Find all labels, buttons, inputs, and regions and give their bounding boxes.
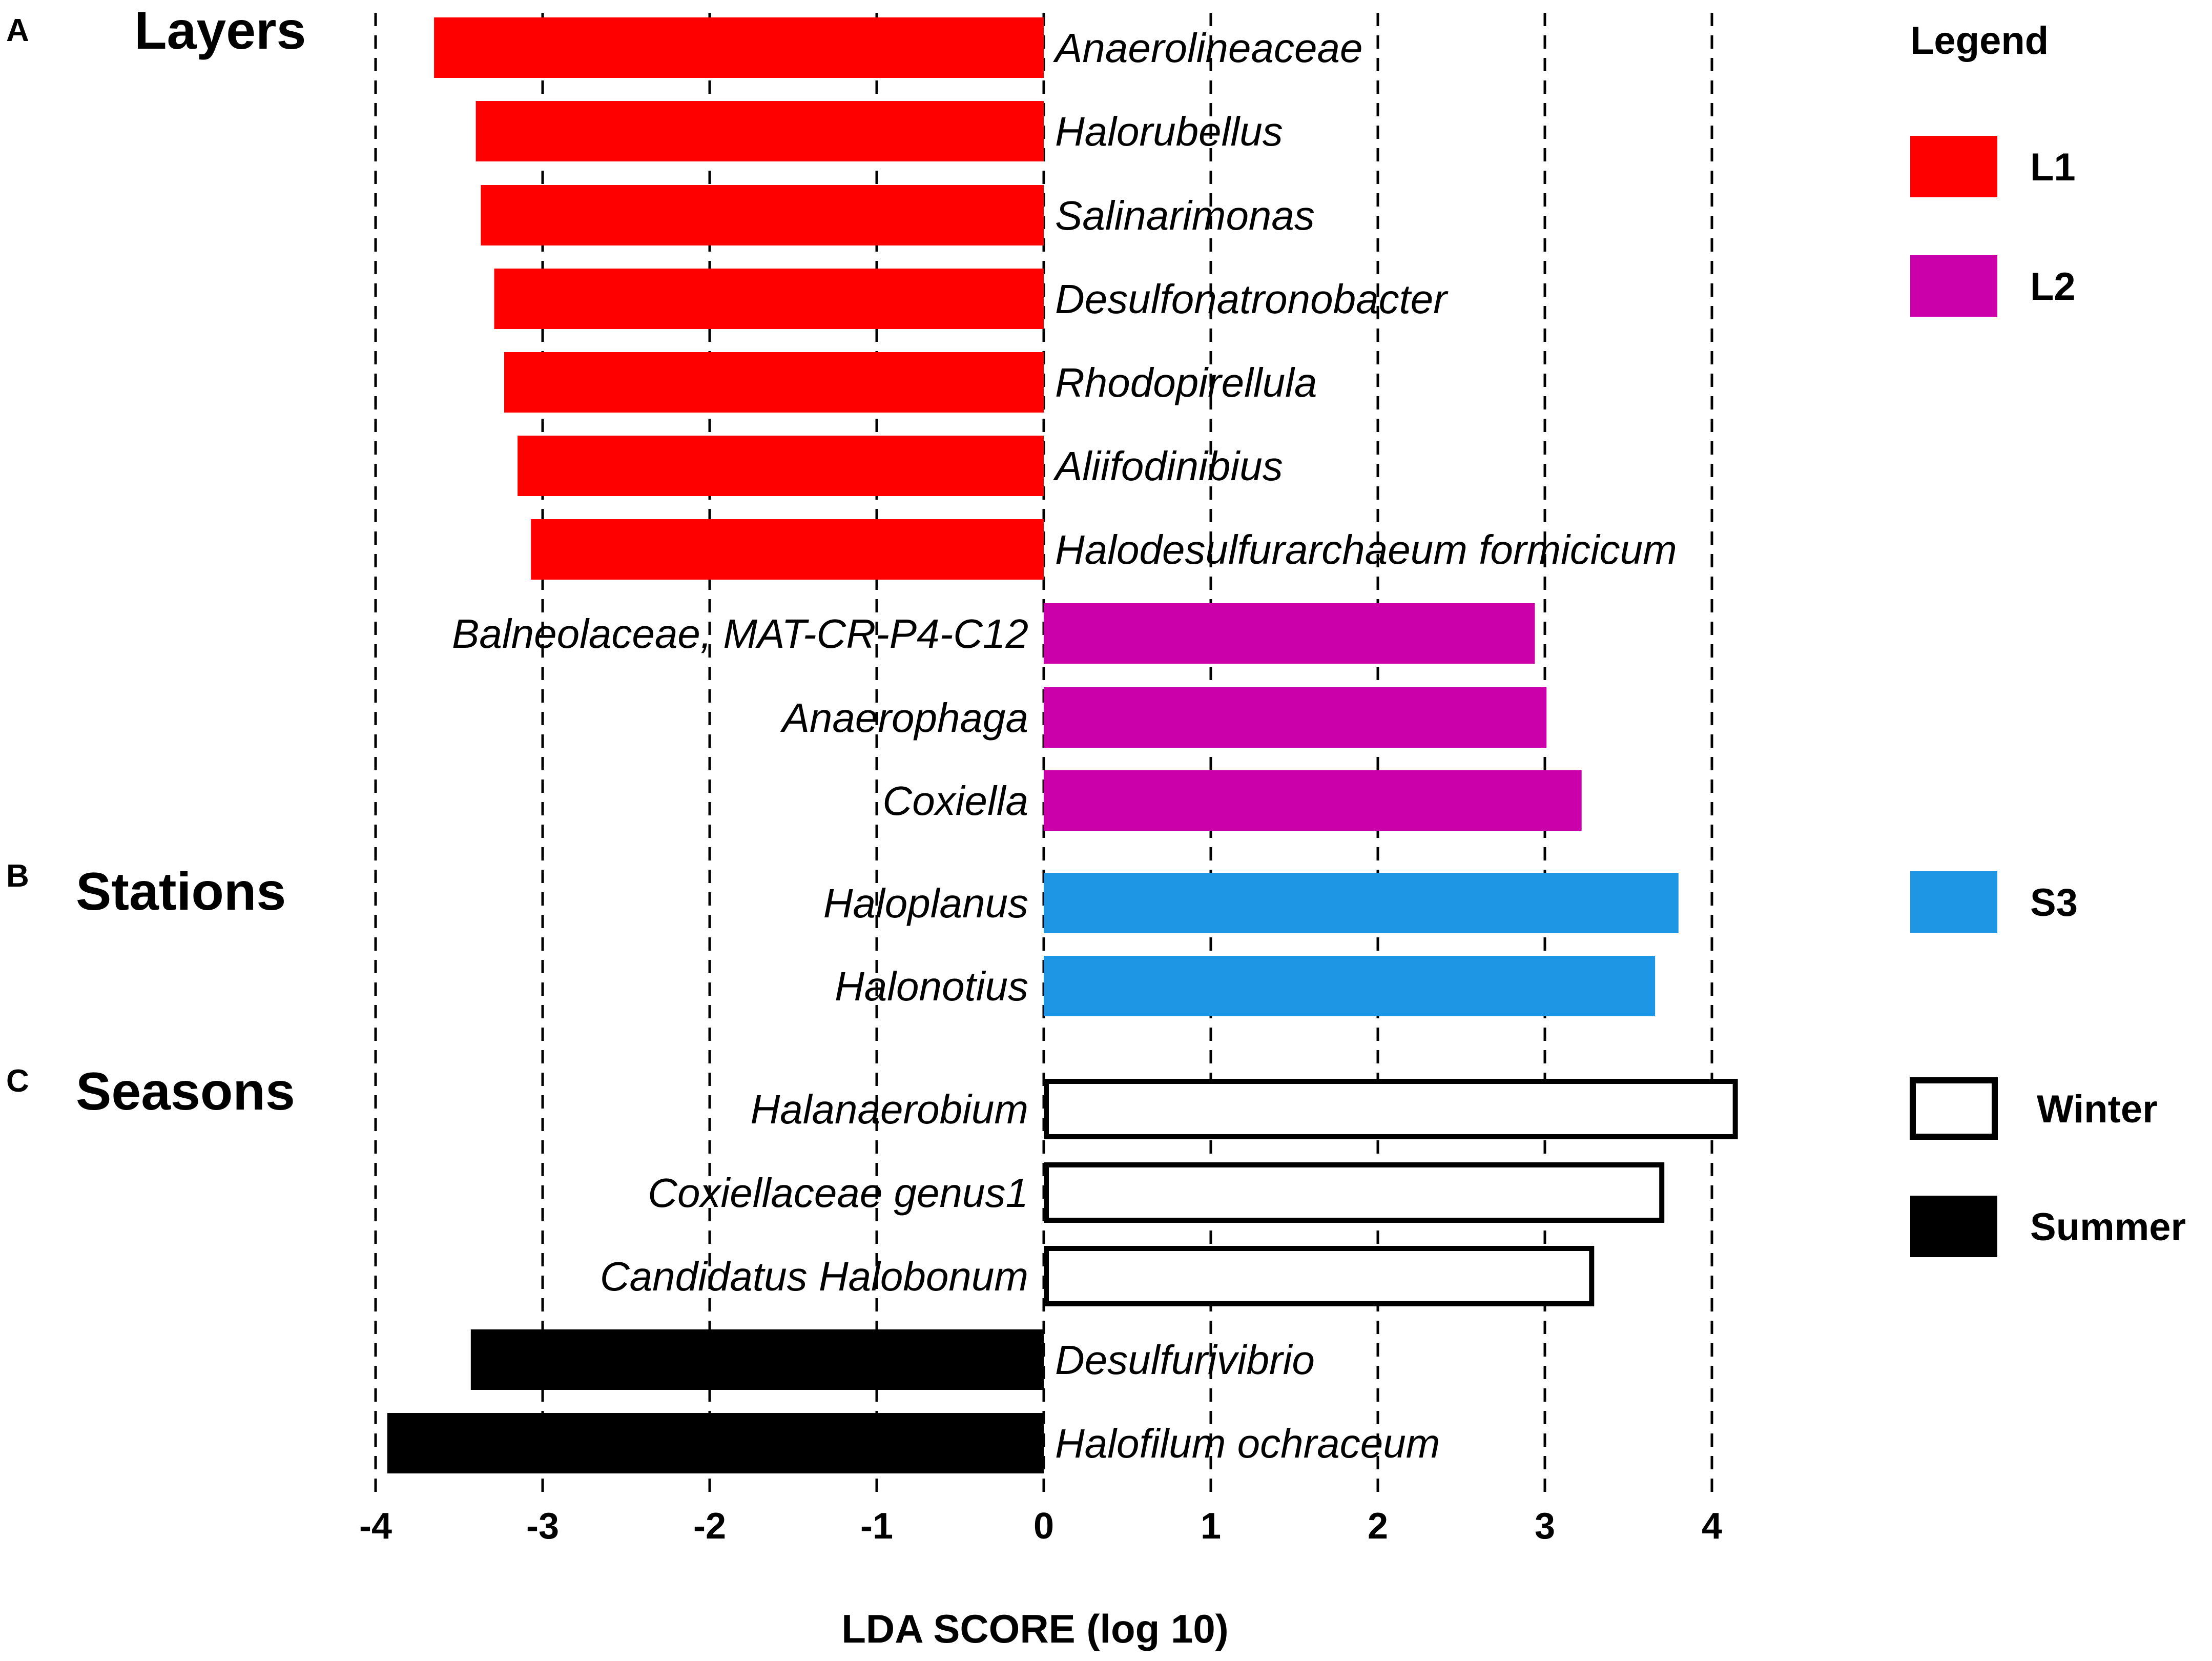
x-tick-label: 1 [1201, 1506, 1221, 1547]
bar-aliifodinibius [518, 436, 1044, 496]
x-tick-label: -3 [526, 1506, 559, 1547]
bar-candidatus-halobonum [1044, 1246, 1595, 1306]
bar-label: Candidatus Halobonum [600, 1254, 1028, 1299]
legend-label: Winter [2037, 1088, 2158, 1131]
bar-label: Halodesulfurarchaeum formicicum [1055, 527, 1677, 572]
legend: Legend L1 L2 S3 Winter Summer [1910, 19, 2186, 1257]
bar-halofilum-ochraceum [387, 1413, 1044, 1473]
legend-swatch-l2 [1910, 255, 1997, 317]
bar-label: Aliifodinibius [1053, 443, 1283, 489]
bar-coxiella [1044, 770, 1582, 831]
bar-label: Anaerolineaceae [1053, 25, 1362, 71]
x-tick-label: 4 [1702, 1506, 1722, 1547]
bar-label: Halorubellus [1055, 109, 1283, 154]
bar-balneolaceae-mat-cr-p4-c12 [1044, 603, 1535, 664]
panel-letter: C [6, 1063, 29, 1099]
bar-label: Desulfonatronobacter [1055, 276, 1449, 322]
x-tick-label: 2 [1368, 1506, 1388, 1547]
legend-label: L1 [2030, 146, 2076, 189]
legend-swatch-l1 [1910, 136, 1997, 197]
bar-coxiellaceae-genus1 [1044, 1162, 1665, 1223]
legend-label: Summer [2030, 1205, 2186, 1249]
bar-label: Coxiella [882, 778, 1028, 824]
bar-label: Coxiellaceae genus1 [648, 1170, 1028, 1216]
bar-label: Rhodopirellula [1055, 360, 1317, 405]
bar-anaerolineaceae [434, 17, 1044, 78]
legend-label: L2 [2030, 265, 2076, 309]
bar-rhodopirellula [504, 352, 1044, 413]
x-tick-label: 0 [1033, 1506, 1054, 1547]
panel-letter: B [6, 858, 29, 894]
x-tick-label: -4 [359, 1506, 392, 1547]
legend-swatch-winter [1910, 1077, 1998, 1140]
bar-label: Anaerophaga [780, 695, 1028, 741]
bar-halanaerobium [1044, 1079, 1738, 1139]
bar-anaerophaga [1044, 687, 1547, 748]
bar-halonotius [1044, 956, 1656, 1016]
bar-label: Halofilum ochraceum [1055, 1421, 1440, 1466]
bar-desulfurivibrio [470, 1329, 1044, 1390]
bar-halodesulfurarchaeum-formicicum [531, 519, 1044, 580]
x-axis-ticks: -4 -3 -2 -1 0 1 2 3 4 [359, 1506, 1722, 1547]
x-tick-label: -2 [693, 1506, 726, 1547]
x-tick-label: -1 [860, 1506, 893, 1547]
legend-swatch-summer [1910, 1196, 1997, 1257]
bars [387, 17, 1738, 1473]
bar-label: Halanaerobium [750, 1086, 1028, 1132]
panel-letter: A [6, 13, 29, 48]
bar-desulfonatronobacter [494, 269, 1044, 329]
section-title: Layers [134, 1, 306, 60]
bar-halorubellus [476, 101, 1044, 161]
section-title: Seasons [76, 1062, 295, 1121]
legend-swatch-s3 [1910, 871, 1997, 933]
bar-salinarimonas [481, 185, 1044, 245]
bar-labels: Anaerolineaceae Halorubellus Salinarimonas… [452, 25, 1677, 1466]
bar-label: Salinarimonas [1055, 193, 1315, 238]
legend-label: S3 [2030, 881, 2078, 925]
x-axis-title: LDA SCORE (log 10) [841, 1606, 1228, 1651]
bar-label: Desulfurivibrio [1055, 1337, 1315, 1383]
bar-label: Halonotius [835, 963, 1028, 1009]
legend-title: Legend [1910, 19, 2049, 63]
bar-label: Balneolaceae, MAT-CR-P4-C12 [452, 611, 1028, 657]
section-title: Stations [76, 862, 286, 921]
bar-label: Haloplanus [823, 880, 1028, 926]
section-titles: A Layers B Stations C Seasons [6, 1, 306, 1121]
bar-haloplanus [1044, 873, 1679, 933]
x-tick-label: 3 [1535, 1506, 1555, 1547]
